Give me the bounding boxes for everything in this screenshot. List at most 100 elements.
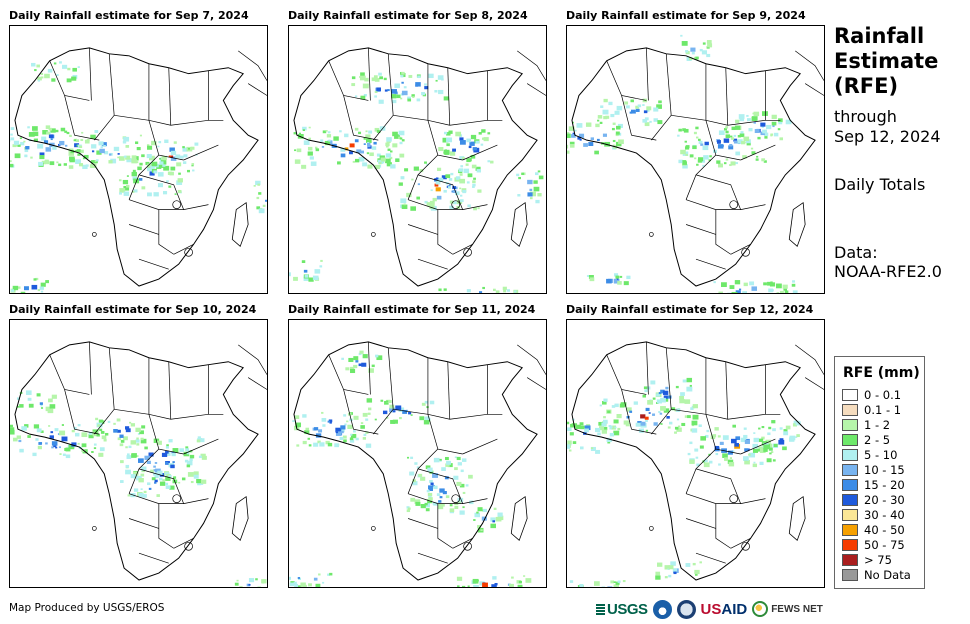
rainfall-cell [416,196,420,200]
rainfall-cell [692,562,696,566]
rainfall-cell [358,131,362,135]
lake-outline [741,541,750,551]
rainfall-cell [746,114,749,117]
rainfall-cell [183,154,188,158]
rainfall-cell [399,153,405,158]
rainfall-cell [426,202,432,206]
rainfall-cell [459,483,465,488]
legend-item: No Data [842,568,911,582]
rainfall-cell [127,494,131,497]
rainfall-cell [698,424,702,428]
rainfall-cell [459,510,465,515]
rainfall-cell [88,434,94,439]
rainfall-cell [749,281,755,286]
rainfall-cell [729,285,735,289]
rainfall-cell [384,401,389,405]
rainfall-cell [337,161,341,165]
rainfall-cell [742,291,747,293]
rainfall-cell [615,275,620,279]
rainfall-cell [423,420,430,425]
rainfall-cell [40,76,44,79]
rainfall-cell [81,449,85,453]
rainfall-cell [689,441,693,445]
country-border [621,389,657,435]
rainfall-cell [579,583,584,587]
data-label: Data: [834,243,878,262]
rainfall-cell [335,431,339,434]
rainfall-cell [349,143,355,148]
rainfall-cell [445,174,451,179]
rainfall-cell [663,408,670,413]
rainfall-cell [159,481,166,486]
rainfall-cell [700,143,704,146]
rainfall-cell [354,127,359,131]
rainfall-cell [718,130,725,135]
rainfall-cell [387,399,392,403]
rainfall-cell [456,205,461,209]
country-border [407,199,488,210]
rainfall-cell [17,144,21,147]
rainfall-cell [101,142,107,147]
rainfall-cell [438,288,442,292]
legend-item: > 75 [842,553,892,567]
country-border [695,552,726,564]
rainfall-cell [120,480,124,483]
rainfall-cell [315,583,321,587]
rainfall-cell [143,490,147,494]
rainfall-cell [154,462,158,464]
rainfall-cell [144,455,150,460]
rainfall-cell [771,121,777,126]
rainfall-cell [136,455,139,457]
rainfall-cell [24,154,28,158]
rainfall-cell [420,476,426,481]
rainfall-cell [761,126,764,128]
rainfall-cell [154,481,157,484]
rainfall-cell [530,191,536,197]
rainfall-cell [459,140,466,145]
rainfall-cell [10,160,12,163]
rainfall-cell [239,586,243,587]
rainfall-cell [608,101,613,106]
rainfall-cell [433,485,438,490]
rainfall-cell [385,145,389,148]
legend-item: 5 - 10 [842,448,897,462]
lake-outline [184,541,193,551]
rainfall-cell [480,143,484,146]
rainfall-cell [623,281,629,286]
rainfall-cell [349,366,355,371]
rainfall-cell [148,487,152,490]
rainfall-cell [340,153,346,158]
rainfall-cell [169,485,175,490]
rainfall-cell [704,141,709,146]
rainfall-cell [362,437,367,440]
rainfall-cell [339,130,342,133]
rainfall-cell [679,399,685,404]
rainfall-cell [56,74,59,76]
rainfall-cell [667,395,672,399]
rainfall-cell [104,151,109,155]
rainfall-cell [753,461,756,464]
country-border [715,209,731,255]
rainfall-cell [429,479,433,483]
rainfall-cell [37,79,41,82]
rainfall-cell [670,561,676,566]
rainfall-cell [359,75,366,81]
rainfall-cell [699,445,704,449]
rainfall-cell [118,156,125,161]
rainfall-cell [166,444,169,447]
rainfall-cell [164,451,171,456]
rainfall-cell [523,575,526,577]
country-border [447,361,451,420]
rainfall-cell [334,443,340,448]
rainfall-cell [521,172,525,175]
rainfall-cell [703,462,710,468]
rainfall-cell [376,129,381,133]
rainfall-cell [51,446,54,449]
rainfall-cell [579,138,582,141]
rainfall-cell [40,282,46,287]
rainfall-cell [584,425,591,431]
rainfall-cell [768,288,773,293]
rainfall-cell [256,206,261,210]
rainfall-cell [746,142,751,146]
country-border [343,95,379,141]
